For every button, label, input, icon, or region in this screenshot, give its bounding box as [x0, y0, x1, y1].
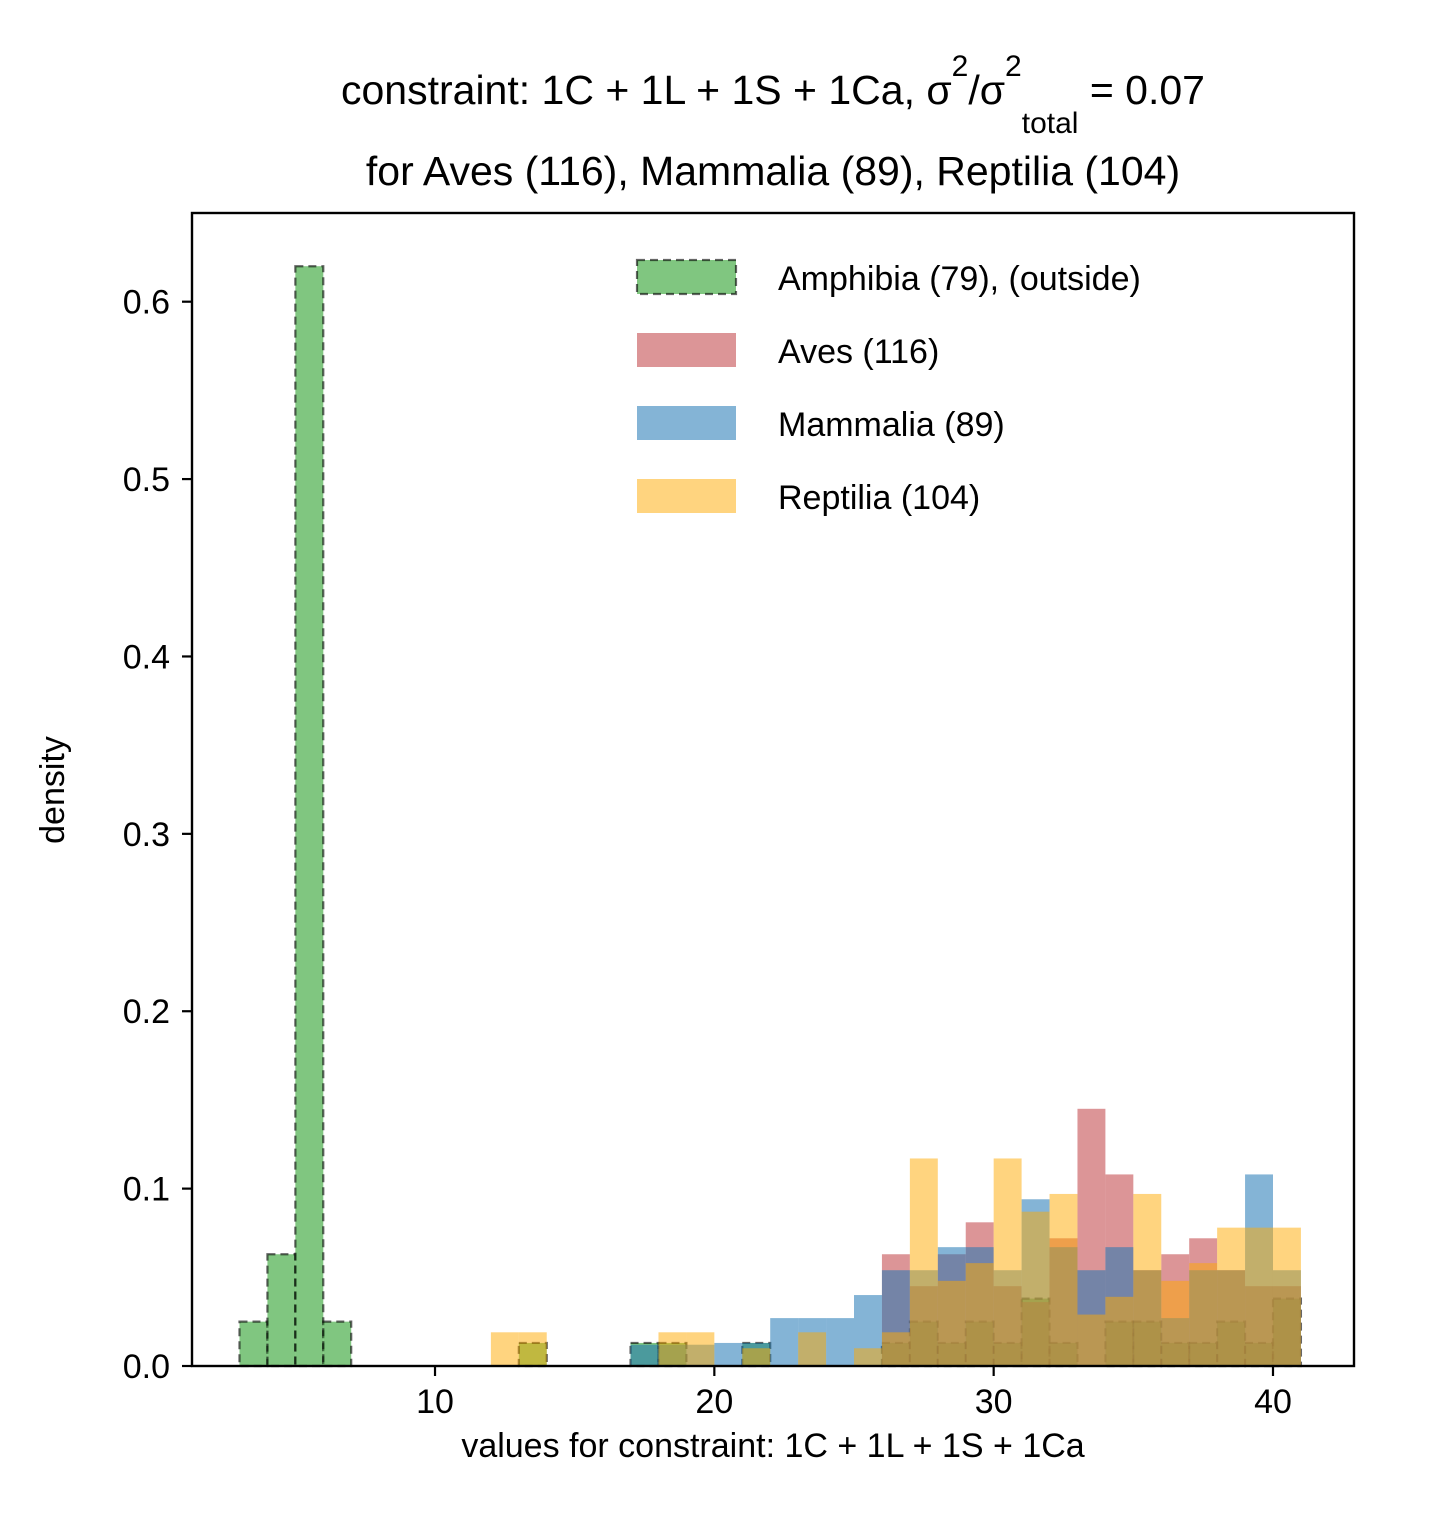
- title-prefix: constraint: 1C + 1L + 1S + 1Ca, σ: [341, 67, 952, 113]
- legend-label-aves: Aves (116): [778, 333, 939, 371]
- title-sub: total: [1022, 107, 1079, 140]
- reptilia-bar: [1272, 1227, 1301, 1366]
- amphibia-bar: [322, 1320, 353, 1368]
- x-axis-label: values for constraint: 1C + 1L + 1S + 1C…: [461, 1427, 1084, 1465]
- reptilia-bar: [1133, 1193, 1162, 1366]
- mammalia-bar: [826, 1318, 855, 1366]
- title-mid: /σ: [968, 67, 1005, 113]
- amphibia-bar: [266, 1253, 297, 1368]
- reptilia-series: [490, 1158, 1301, 1366]
- y-tick-label: 0.5: [123, 461, 170, 499]
- reptilia-bar: [909, 1158, 938, 1366]
- y-tick-label: 0.1: [123, 1171, 170, 1209]
- amphibia-bar: [238, 1320, 269, 1368]
- bars-layer: [238, 265, 1303, 1368]
- x-tick-label: 30: [975, 1383, 1013, 1421]
- reptilia-bar: [1189, 1263, 1218, 1366]
- y-axis-ticks: 0.0 0.1 0.2 0.3 0.4 0.5 0.6: [123, 284, 192, 1386]
- legend-label-reptilia: Reptilia (104): [778, 479, 980, 517]
- plot-area: 10 20 30 40 0.0 0.1 0.2 0.3 0.4 0.5 0.6: [123, 211, 1356, 1421]
- title-sup2: 2: [1005, 50, 1022, 83]
- reptilia-bar: [965, 1263, 994, 1366]
- legend-swatch-aves: [637, 333, 736, 367]
- y-tick-label: 0.3: [123, 816, 170, 854]
- reptilia-bar: [686, 1332, 715, 1366]
- reptilia-bar: [881, 1332, 910, 1366]
- reptilia-bar: [1105, 1296, 1134, 1366]
- amphibia-bar: [294, 265, 325, 1368]
- title-sup1: 2: [952, 50, 969, 83]
- legend-swatch-mammalia: [637, 406, 736, 440]
- x-tick-label: 10: [416, 1383, 454, 1421]
- legend-label-mammalia: Mammalia (89): [778, 406, 1005, 444]
- reptilia-bar: [798, 1332, 827, 1366]
- mammalia-bar: [770, 1318, 799, 1366]
- axes-frame: [190, 211, 1356, 1368]
- legend-swatch-amphibia: [635, 258, 738, 296]
- reptilia-bar: [742, 1348, 771, 1366]
- legend: Amphibia (79), (outside) Aves (116) Mammal…: [635, 258, 1141, 517]
- x-tick-label: 40: [1254, 1383, 1292, 1421]
- legend-label-amphibia: Amphibia (79), (outside): [778, 260, 1141, 298]
- reptilia-bar: [518, 1332, 547, 1366]
- chart-title-line2: for Aves (116), Mammalia (89), Reptilia …: [366, 148, 1180, 194]
- reptilia-bar: [1049, 1193, 1078, 1366]
- y-tick-label: 0.6: [123, 284, 170, 322]
- reptilia-bar: [490, 1332, 519, 1366]
- reptilia-bar: [937, 1280, 966, 1366]
- y-tick-label: 0.2: [123, 993, 170, 1031]
- legend-swatch-reptilia: [637, 479, 736, 513]
- x-tick-label: 20: [695, 1383, 733, 1421]
- y-tick-label: 0.4: [123, 638, 170, 676]
- reptilia-bar: [1245, 1227, 1273, 1366]
- reptilia-bar: [1161, 1280, 1190, 1366]
- reptilia-bar: [1217, 1227, 1246, 1366]
- reptilia-bar: [1077, 1314, 1106, 1366]
- chart-title-line1: constraint: 1C + 1L + 1S + 1Ca, σ2/σ2tot…: [341, 50, 1205, 140]
- mammalia-bar: [714, 1342, 743, 1366]
- reptilia-bar: [658, 1332, 687, 1366]
- title-suffix: = 0.07: [1078, 67, 1205, 113]
- y-tick-label: 0.0: [123, 1348, 170, 1386]
- mammalia-bar: [630, 1344, 659, 1366]
- reptilia-bar: [1021, 1211, 1050, 1366]
- reptilia-bar: [854, 1348, 882, 1366]
- x-axis-ticks: 10 20 30 40: [416, 1366, 1292, 1421]
- y-axis-label: density: [34, 736, 72, 844]
- reptilia-bar: [993, 1158, 1022, 1366]
